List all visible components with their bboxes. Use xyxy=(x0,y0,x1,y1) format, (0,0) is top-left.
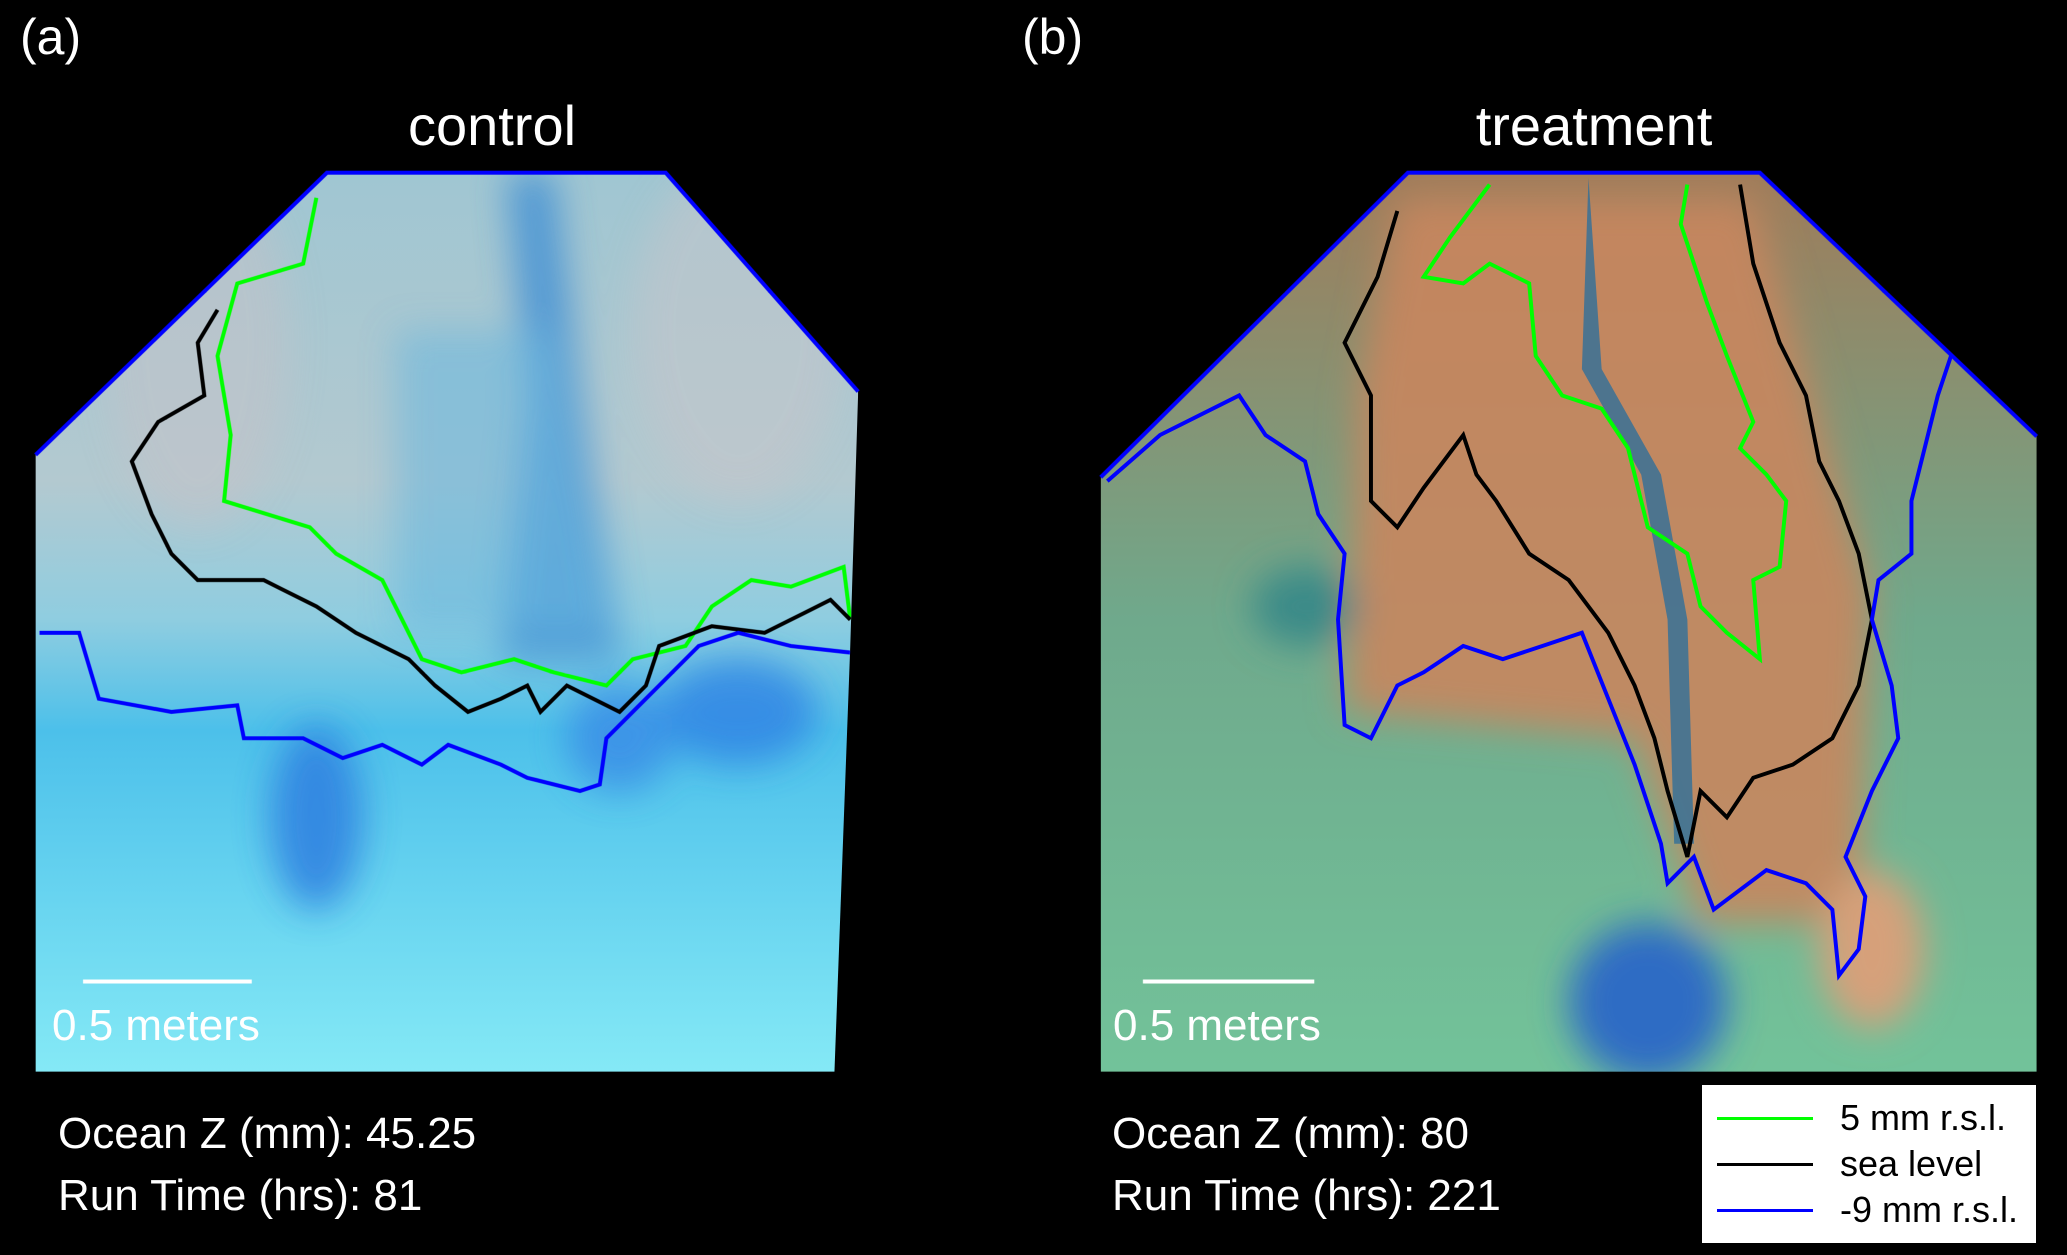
panel-title-treatment: treatment xyxy=(1475,94,1713,157)
scale-bar-label-treatment: 0.5 meters xyxy=(1113,1001,1321,1050)
contour-5mm-control xyxy=(215,197,853,688)
run-time-control: Run Time (hrs): 81 xyxy=(58,1171,423,1220)
contour-5mm-treatment xyxy=(1420,183,1789,664)
scale-bar-label-control: 0.5 meters xyxy=(52,1001,260,1050)
legend: 5 mm r.s.l. sea level -9 mm r.s.l. xyxy=(1702,1085,2036,1243)
panel-title-control: control xyxy=(407,94,577,157)
run-time-treatment: Run Time (hrs): 221 xyxy=(1112,1171,1501,1220)
contour-sea-level-control xyxy=(129,308,852,716)
scale-bar-treatment xyxy=(1142,979,1315,984)
legend-label: sea level xyxy=(1840,1143,1983,1184)
panel-label-a: (a) xyxy=(20,9,82,65)
contour-sea-level-treatment xyxy=(1342,184,1874,858)
legend-item-minus9mm: -9 mm r.s.l. xyxy=(1702,1190,2036,1230)
contour-minus9mm-treatment xyxy=(1106,355,1953,981)
legend-line-green xyxy=(1717,1117,1813,1120)
control-delta-photo xyxy=(35,172,859,1072)
ocean-z-control: Ocean Z (mm): 45.25 xyxy=(58,1109,477,1158)
legend-item-5mm: 5 mm r.s.l. xyxy=(1702,1098,2036,1138)
ocean-z-treatment: Ocean Z (mm): 80 xyxy=(1112,1109,1469,1158)
scale-bar-control xyxy=(83,979,252,984)
treatment-outline xyxy=(1099,170,2039,479)
legend-line-blue xyxy=(1717,1209,1813,1212)
contour-minus9mm-control xyxy=(39,630,851,794)
legend-label: 5 mm r.s.l. xyxy=(1840,1097,2007,1138)
legend-line-black xyxy=(1717,1163,1813,1166)
panel-label-b: (b) xyxy=(1022,9,1084,65)
legend-item-sea-level: sea level xyxy=(1702,1144,2036,1184)
legend-label: -9 mm r.s.l. xyxy=(1840,1189,2018,1230)
treatment-delta-photo xyxy=(1100,172,2037,1072)
control-outline xyxy=(34,170,860,457)
